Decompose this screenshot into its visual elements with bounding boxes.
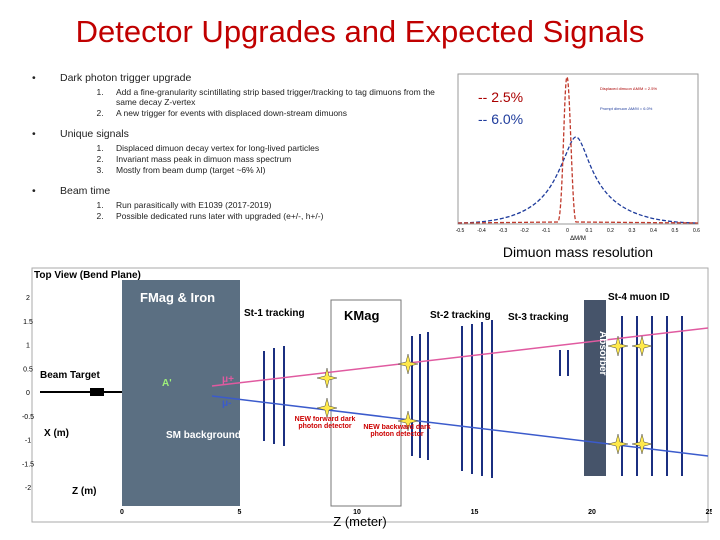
forward-label: NEW forward dark photon detector xyxy=(294,416,356,430)
track-mu-minus xyxy=(211,395,709,457)
absorber xyxy=(584,300,606,476)
fmag-label: FMag & Iron xyxy=(140,290,215,305)
kmag xyxy=(330,299,402,507)
x-tick-label: 0.6 xyxy=(693,228,700,234)
x-tick-label: 0.5 xyxy=(672,228,679,234)
z-tick-label: 5 xyxy=(238,509,242,516)
x-label: ΔM/M xyxy=(570,236,586,242)
curve-prompt xyxy=(457,136,699,224)
bottom-label: Z (meter) xyxy=(333,514,386,529)
item: Mostly from beam dump (target ~6% λI) xyxy=(106,165,448,175)
fmag xyxy=(122,280,240,506)
section-heading: Beam time xyxy=(28,185,448,197)
st1-label: St-1 tracking xyxy=(244,308,305,319)
item: Invariant mass peak in dimuon mass spect… xyxy=(106,154,448,164)
item-list: Add a fine-granularity scintillating str… xyxy=(28,87,448,118)
item-list: Run parasitically with E1039 (2017-2019)… xyxy=(28,200,448,221)
z-tick-label: 20 xyxy=(588,509,596,516)
x-tick-label: 0.3 xyxy=(629,228,636,234)
beam-label: Beam xyxy=(40,370,67,381)
stars xyxy=(316,335,653,455)
absorber-label: Absorber xyxy=(597,331,608,376)
item-list: Displaced dimuon decay vertex for long-l… xyxy=(28,143,448,175)
backward-text: NEW backward dark photon detector xyxy=(363,424,431,438)
y-tick-label: 1.5 xyxy=(23,319,33,326)
bullets: Dark photon trigger upgrade Add a fine-gr… xyxy=(28,72,448,231)
st4-label: St-4 muon ID xyxy=(608,292,670,303)
curve-displaced xyxy=(457,76,699,224)
item: Add a fine-granularity scintillating str… xyxy=(106,87,448,107)
target-label: Target xyxy=(70,370,100,381)
plot-legend: Displaced dimuon ΔM/M = 2.5% xyxy=(600,86,657,91)
slide-title: Detector Upgrades and Expected Signals xyxy=(75,14,645,49)
z-tick-label: 10 xyxy=(353,509,361,516)
backward-label: NEW backward dark photon detector xyxy=(363,424,431,438)
y-tick-label: 0 xyxy=(26,390,30,397)
mu-plus-label: μ+ xyxy=(222,374,234,385)
y-tick-label: 0.5 xyxy=(23,366,33,373)
x-axis-label: X (m) xyxy=(44,428,69,439)
plot-legend: Prompt dimuon ΔM/M = 6.0% xyxy=(600,106,653,111)
item: Displaced dimuon decay vertex for long-l… xyxy=(106,143,448,153)
mu-minus-label: μ- xyxy=(222,398,231,409)
item: Run parasitically with E1039 (2017-2019) xyxy=(106,200,448,210)
z-tick-label: 25 xyxy=(706,509,712,516)
y-tick-label: -0.5 xyxy=(22,414,34,421)
section-heading: Unique signals xyxy=(28,128,448,140)
y-tick-label: 1 xyxy=(26,343,30,350)
target xyxy=(90,388,104,396)
z-tick-label: 0 xyxy=(120,509,124,516)
x-tick-label: -0.3 xyxy=(499,228,508,234)
legend-displaced: -- 2.5% xyxy=(478,89,523,105)
x-tick-label: -0.2 xyxy=(520,228,529,234)
kmag-label: KMag xyxy=(344,308,379,323)
y-tick-label: 2 xyxy=(26,295,30,302)
x-tick-label: 0 xyxy=(566,228,569,234)
tracking-planes xyxy=(263,316,683,478)
detector-diagram: Top View (Bend Plane) FMag & Iron KMag S… xyxy=(22,267,712,529)
plot-frame xyxy=(457,73,699,225)
section: Beam time Run parasitically with E1039 (2… xyxy=(28,185,448,221)
x-tick-label: -0.1 xyxy=(542,228,551,234)
x-tick-label: 0.4 xyxy=(650,228,657,234)
forward-text: NEW forward dark photon detector xyxy=(294,416,356,430)
legend-prompt: -- 6.0% xyxy=(478,111,523,127)
view-label: Top View (Bend Plane) xyxy=(34,270,141,281)
item: Possible dedicated runs later with upgra… xyxy=(106,211,448,221)
st2-label: St-2 tracking xyxy=(430,310,491,321)
y-tick-label: -2 xyxy=(25,485,31,492)
x-tick-label: 0.1 xyxy=(586,228,593,234)
labels: Top View (Bend Plane) FMag & Iron KMag S… xyxy=(34,270,670,497)
sm-label: SM background xyxy=(166,430,241,441)
x-tick-label: 0.2 xyxy=(607,228,614,234)
section: Unique signals Displaced dimuon decay ver… xyxy=(28,128,448,175)
z-tick-label: 15 xyxy=(471,509,479,516)
item: A new trigger for events with displaced … xyxy=(106,108,448,118)
section-heading: Dark photon trigger upgrade xyxy=(28,72,448,84)
track-mu-plus xyxy=(211,327,709,387)
y-tick-label: -1 xyxy=(25,438,31,445)
x-tick-label: -0.4 xyxy=(477,228,486,234)
z-axis-label: Z (m) xyxy=(72,486,96,497)
x-tick-label: -0.5 xyxy=(456,228,465,234)
aprime-label: A' xyxy=(162,378,172,389)
caption: Dimuon mass resolution xyxy=(503,244,653,260)
inset-plot: -- 2.5% -- 6.0% Displaced dimuon ΔM/M = … xyxy=(456,73,700,260)
section: Dark photon trigger upgrade Add a fine-gr… xyxy=(28,72,448,118)
y-tick-label: -1.5 xyxy=(22,461,34,468)
st3-label: St-3 tracking xyxy=(508,312,569,323)
